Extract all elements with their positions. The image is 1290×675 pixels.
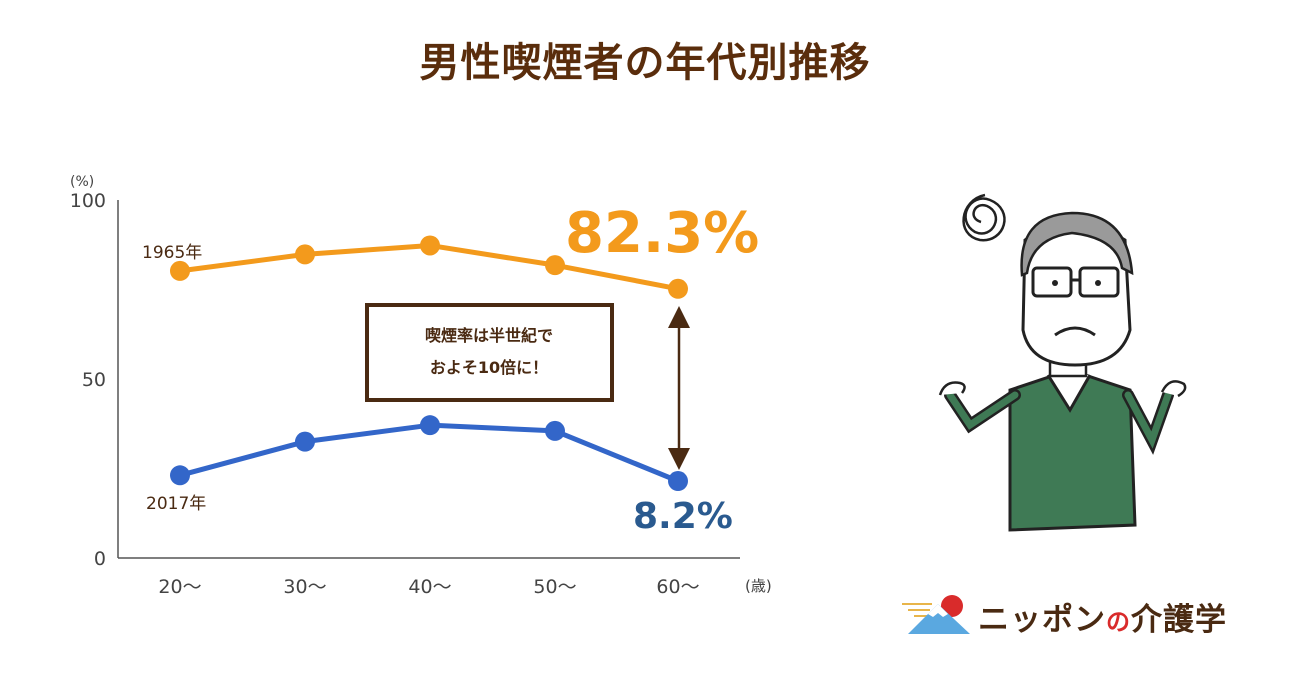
page-title: 男性喫煙者の年代別推移 [419, 40, 871, 86]
data-point [170, 260, 190, 281]
callout-text-line1: 喫煙率は半世紀で [425, 326, 553, 345]
y-tick-label: 100 [70, 190, 106, 212]
x-tick-label: 30～ [283, 576, 326, 598]
scribble-icon [962, 193, 1006, 242]
logo-text-kaigogaku: 介護学 [1131, 602, 1227, 638]
callout-text-line2: およそ10倍に！ [430, 358, 548, 377]
data-point [420, 235, 440, 256]
y-tick-label: 50 [82, 369, 106, 391]
y-tick-label: 0 [94, 548, 106, 570]
data-point [668, 471, 688, 492]
x-tick-label: 50～ [533, 576, 576, 598]
annotation-high-value: 82.3% [565, 201, 759, 266]
x-tick-label: 60～ [656, 576, 699, 598]
x-tick-label: 40～ [408, 576, 451, 598]
difference-arrow-head-down [668, 448, 690, 470]
x-tick-label: 20～ [158, 576, 201, 598]
data-point [170, 465, 190, 486]
data-point [420, 415, 440, 436]
x-axis-unit: (歳) [745, 577, 772, 595]
mount-fuji-sun-icon [902, 595, 970, 634]
series-label-1965: 1965年 [142, 243, 202, 263]
data-point [295, 244, 315, 265]
y-axis-unit: (%) [70, 174, 94, 190]
series-label-2017: 2017年 [146, 494, 206, 514]
difference-arrow-head-up [668, 306, 690, 328]
data-point [295, 431, 315, 452]
data-point [668, 278, 688, 299]
annotation-low-value: 8.2% [633, 496, 733, 537]
callout-box [365, 303, 614, 402]
line-chart: 0 50 100(%) 20～ 30～ 40～ 50～ 60～ (歳) 1965年 2017年 82.… [70, 174, 772, 598]
logo-text-no: の [1106, 608, 1131, 636]
data-point [545, 255, 565, 276]
data-point [545, 420, 565, 441]
logo-text: ニッポンの介護学 [978, 594, 1227, 639]
confused-man-illustration [938, 193, 1187, 532]
logo-text-nippon: ニッポン [978, 602, 1106, 638]
site-logo: ニッポンの介護学 [900, 590, 1260, 640]
